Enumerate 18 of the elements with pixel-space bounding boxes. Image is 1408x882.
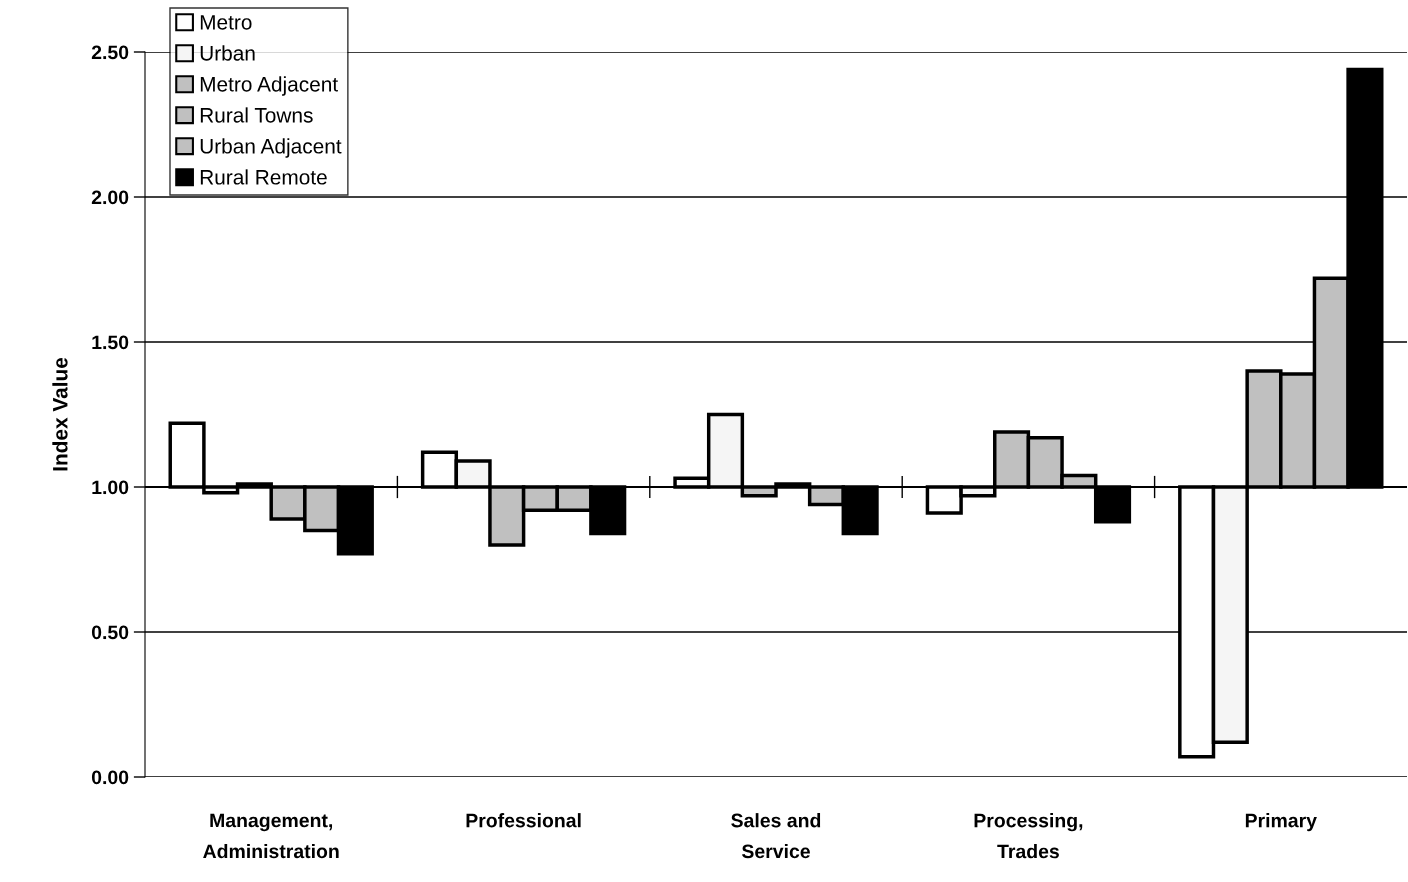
y-tick-label: 1.00 (92, 480, 129, 495)
y-tick-label: 2.00 (91, 190, 129, 205)
y-tick-label: 0.00 (91, 770, 129, 785)
y-tick-label: 1.50 (92, 335, 129, 350)
y-tick-label: 2.50 (91, 45, 129, 60)
x-tick-label: Management, Administration (203, 813, 339, 859)
x-tick-label: Professional (466, 813, 581, 828)
legend-label: Metro (200, 15, 252, 30)
legend-label: Rural Remote (200, 169, 327, 185)
legend-label: Urban Adjacent (200, 138, 342, 158)
legend-label: Urban (200, 45, 255, 61)
x-tick-label: Processing, Trades (974, 813, 1083, 859)
y-axis-title: Index Value (52, 357, 68, 471)
legend-label: Metro Adjacent (200, 76, 338, 96)
legend-label: Rural Towns (200, 107, 313, 123)
y-tick-label: 0.50 (91, 625, 129, 640)
x-tick-label: Primary (1245, 813, 1317, 832)
x-tick-label: Sales and Service (731, 813, 821, 859)
